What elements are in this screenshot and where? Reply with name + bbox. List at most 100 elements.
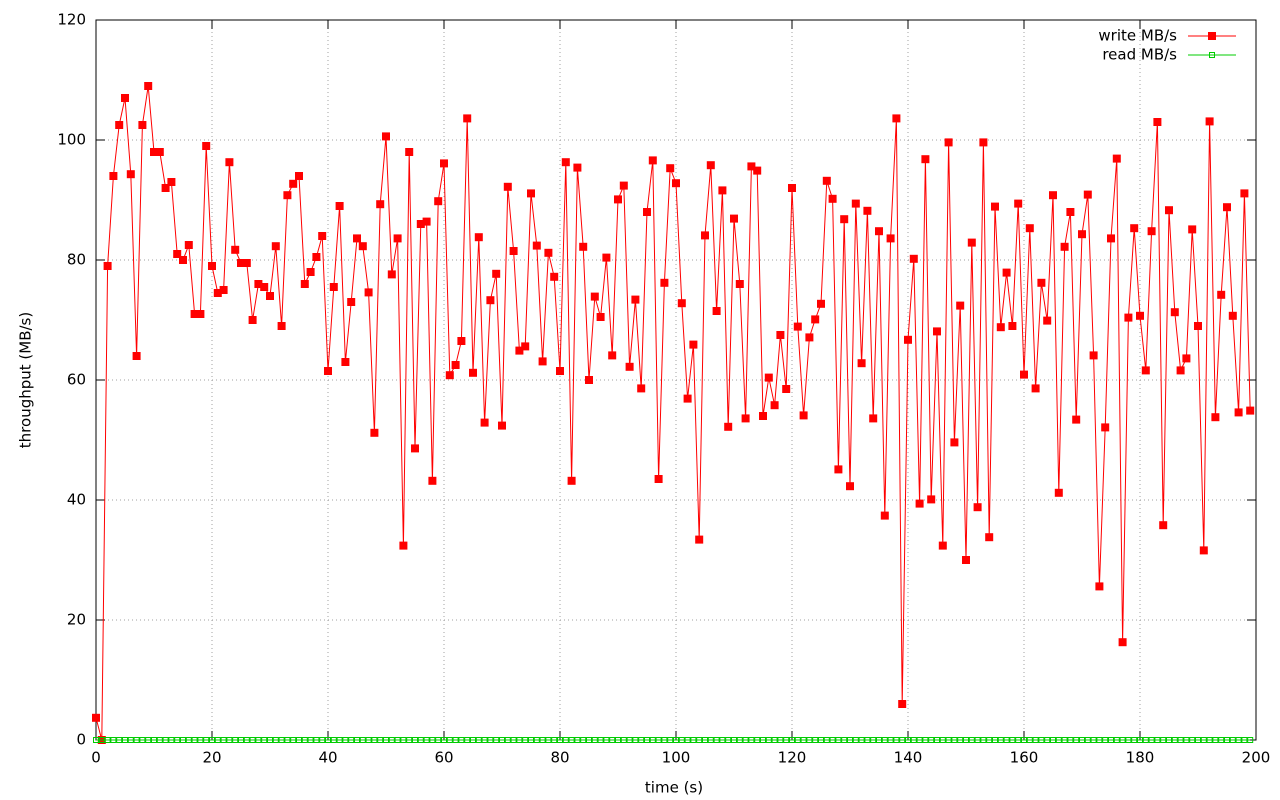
data-point bbox=[156, 737, 163, 743]
data-point bbox=[1212, 737, 1219, 743]
data-point bbox=[851, 199, 860, 208]
data-point bbox=[214, 737, 221, 743]
data-point bbox=[904, 335, 912, 344]
data-point bbox=[1095, 582, 1104, 591]
data-point bbox=[620, 737, 627, 743]
data-point bbox=[464, 737, 471, 743]
data-point bbox=[985, 533, 994, 542]
data-point bbox=[789, 737, 795, 743]
data-point bbox=[365, 737, 372, 743]
x-tick-label: 0 bbox=[91, 749, 101, 767]
x-tick-label: 20 bbox=[202, 749, 221, 767]
data-point bbox=[445, 371, 454, 380]
data-point bbox=[573, 163, 582, 172]
data-point bbox=[179, 256, 187, 264]
data-point bbox=[394, 737, 401, 743]
data-point bbox=[115, 121, 124, 129]
data-point bbox=[870, 737, 877, 743]
data-point bbox=[1217, 290, 1226, 299]
data-point bbox=[231, 245, 240, 254]
data-point bbox=[457, 337, 466, 345]
data-point bbox=[724, 422, 733, 431]
data-point bbox=[191, 737, 198, 743]
data-point bbox=[562, 737, 569, 743]
data-point bbox=[760, 737, 766, 743]
data-point bbox=[446, 737, 453, 743]
data-point bbox=[585, 376, 593, 384]
data-point bbox=[400, 737, 407, 743]
legend-marker bbox=[1209, 52, 1215, 58]
data-point bbox=[336, 737, 343, 743]
data-point bbox=[1160, 737, 1167, 743]
data-point bbox=[602, 253, 611, 262]
data-point bbox=[921, 155, 930, 164]
data-point bbox=[538, 357, 547, 366]
data-point bbox=[898, 700, 907, 708]
data-point bbox=[933, 327, 941, 336]
data-point bbox=[1206, 737, 1213, 743]
data-point bbox=[689, 340, 698, 349]
data-point bbox=[1021, 737, 1027, 743]
data-point bbox=[1078, 230, 1086, 239]
data-point bbox=[799, 411, 808, 420]
data-point bbox=[429, 737, 436, 743]
data-point bbox=[992, 737, 998, 743]
data-point bbox=[608, 351, 617, 360]
data-point bbox=[759, 412, 767, 420]
data-point bbox=[93, 737, 99, 743]
data-point bbox=[451, 361, 460, 369]
data-point bbox=[238, 737, 244, 743]
data-point bbox=[1235, 737, 1242, 743]
data-point bbox=[1096, 737, 1103, 743]
x-tick-label: 100 bbox=[662, 749, 691, 767]
data-point bbox=[225, 158, 234, 167]
data-point bbox=[1141, 366, 1150, 375]
data-point bbox=[271, 242, 280, 251]
data-point bbox=[132, 352, 141, 360]
data-point bbox=[910, 737, 917, 743]
data-point bbox=[296, 737, 302, 743]
x-axis-label: time (s) bbox=[645, 779, 703, 797]
data-point bbox=[487, 737, 494, 743]
data-point bbox=[880, 511, 889, 520]
data-point bbox=[92, 713, 100, 722]
data-point bbox=[875, 227, 883, 236]
data-point bbox=[869, 414, 878, 423]
data-point bbox=[499, 737, 505, 743]
data-point bbox=[690, 737, 697, 743]
data-point bbox=[196, 310, 205, 318]
data-point bbox=[805, 333, 814, 342]
data-point bbox=[986, 737, 993, 743]
data-point bbox=[1066, 208, 1075, 216]
data-point bbox=[887, 737, 894, 743]
data-point bbox=[481, 737, 488, 743]
data-point bbox=[295, 172, 303, 180]
data-point bbox=[567, 476, 576, 485]
data-point bbox=[1015, 737, 1022, 743]
data-point bbox=[1061, 737, 1068, 743]
data-point bbox=[219, 286, 228, 294]
y-tick-label: 100 bbox=[57, 131, 86, 149]
legend-marker bbox=[1208, 32, 1216, 40]
data-point bbox=[684, 737, 691, 743]
data-point bbox=[615, 737, 621, 743]
data-point bbox=[648, 156, 657, 165]
data-point bbox=[377, 737, 384, 743]
data-point bbox=[719, 737, 726, 743]
data-point bbox=[997, 737, 1004, 743]
data-point bbox=[116, 737, 123, 743]
data-point bbox=[167, 178, 176, 186]
data-point bbox=[145, 737, 152, 743]
x-tick-label: 40 bbox=[318, 749, 337, 767]
data-point bbox=[1176, 366, 1185, 375]
data-point bbox=[707, 737, 714, 743]
data-point bbox=[243, 737, 250, 743]
data-point bbox=[528, 737, 534, 743]
data-point bbox=[261, 737, 268, 743]
data-point bbox=[220, 737, 227, 743]
y-tick-label: 0 bbox=[76, 731, 86, 749]
data-point bbox=[677, 299, 686, 308]
data-point bbox=[1188, 225, 1197, 234]
data-point bbox=[109, 172, 118, 180]
